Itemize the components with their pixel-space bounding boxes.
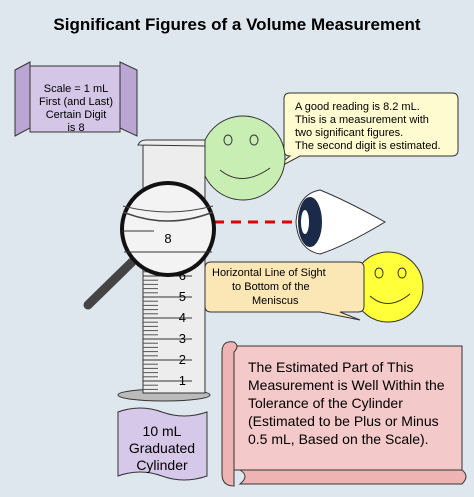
bubble-line: Horizontal Line of Sight: [212, 267, 326, 279]
bubble-line: two significant figures.: [295, 127, 403, 139]
tolerance-scroll: [221, 341, 467, 487]
scale-label: 5: [179, 289, 186, 304]
scale-label: 2: [179, 352, 186, 367]
title: Significant Figures of a Volume Measurem…: [53, 15, 420, 34]
scale-label: 3: [179, 331, 186, 346]
magnifier: [83, 181, 216, 310]
label-line: 10 mL: [143, 423, 182, 439]
scroll-line: The Estimated Part of This: [248, 359, 413, 375]
banner-line: Scale = 1 mL: [44, 83, 109, 95]
scroll-line: 0.5 mL, Based on the Scale).: [248, 431, 429, 447]
banner-line: Certain Digit: [46, 109, 107, 121]
speech-bubble: [269, 92, 459, 173]
bubble-line: to Bottom of the: [232, 281, 310, 293]
smiley-green: [200, 115, 286, 201]
scroll-line: Tolerance of the Cylinder: [248, 395, 403, 411]
scale-label: 6: [179, 268, 186, 283]
bubble-line: A good reading is 8.2 mL.: [295, 101, 420, 113]
cylinder-label-box: [117, 407, 208, 481]
bubble-line: The second digit is estimated.: [295, 140, 441, 152]
scale-label: 4: [179, 310, 186, 325]
scale-banner: [14, 61, 138, 137]
eye: [295, 189, 387, 255]
banner-line: is 8: [67, 122, 84, 134]
bubble-line: Meniscus: [252, 295, 299, 307]
magnified-scale-label: 8: [164, 231, 171, 246]
banner-line: First (and Last): [39, 96, 113, 108]
label-line: Graduated: [129, 440, 195, 456]
bubble-line: This is a measurement with: [295, 114, 429, 126]
label-line: Cylinder: [136, 457, 188, 473]
scroll-line: (Estimated to be Plus or Minus: [248, 413, 439, 429]
scale-label: 1: [179, 373, 186, 388]
scroll-line: Measurement is Well Within the: [248, 377, 445, 393]
